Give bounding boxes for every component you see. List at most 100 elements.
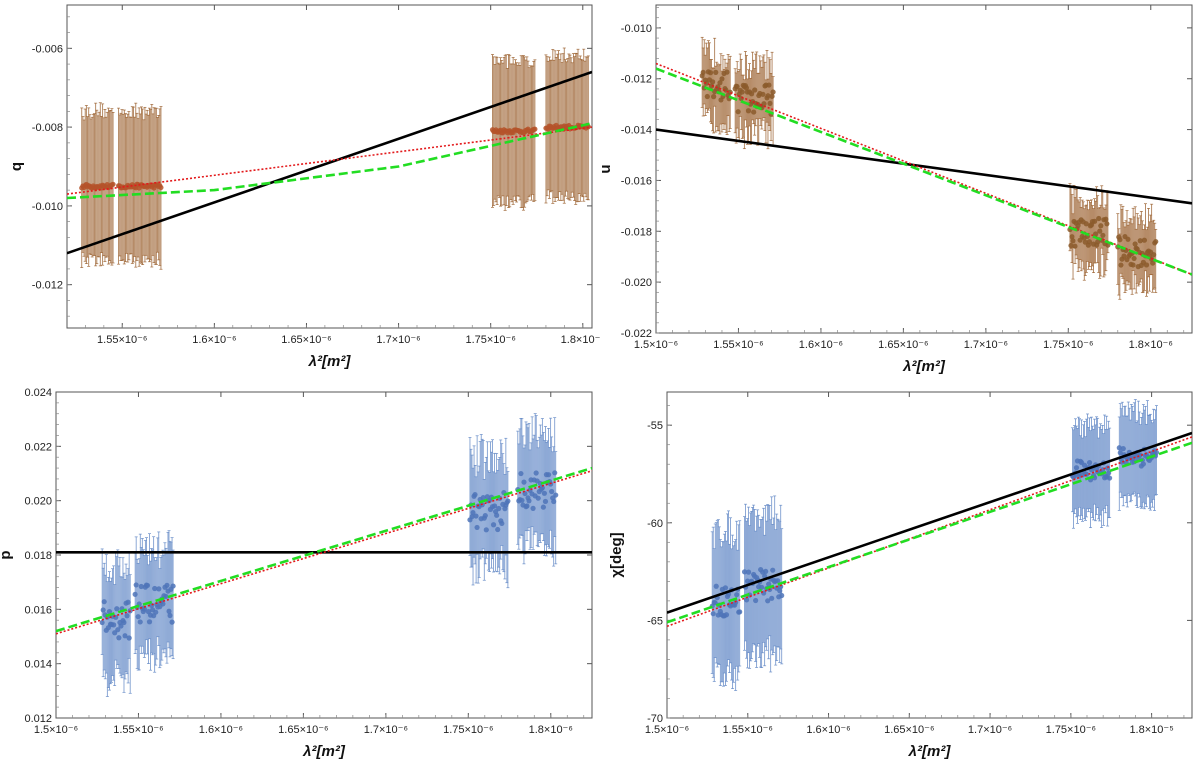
x-axis-label: λ²[m²] (902, 358, 946, 375)
data-point (1086, 460, 1093, 466)
data-point (1121, 253, 1127, 259)
fit-line-red (667, 436, 1192, 628)
fit-line-green (56, 466, 592, 633)
y-tick-label: -0.016 (621, 175, 652, 187)
data-point (1073, 465, 1080, 471)
data-point (751, 109, 757, 115)
y-tick-label: -0.010 (32, 201, 63, 213)
data-point (490, 522, 497, 528)
data-point (1083, 221, 1089, 227)
data-point (480, 495, 486, 501)
data-point (703, 80, 709, 86)
fit-line-red (656, 62, 1192, 276)
data-point (1118, 262, 1124, 268)
data-point (717, 80, 723, 86)
data-point (1150, 260, 1156, 266)
data-point (770, 89, 776, 95)
y-tick-label: -70 (647, 713, 663, 725)
data-point (1131, 255, 1137, 262)
data-point (125, 599, 131, 605)
data-point (1130, 262, 1136, 268)
y-tick-label: -0.010 (621, 23, 652, 35)
data-point (526, 498, 532, 504)
y-axis-label: u (600, 164, 614, 173)
data-point (138, 583, 144, 590)
data-point (530, 505, 536, 511)
y-tick-label: 0.022 (24, 441, 52, 453)
x-tick-label: 1.6×10⁻⁶ (199, 724, 243, 736)
data-point (470, 510, 476, 516)
x-tick-label: 1.8×10⁻⁶ (529, 724, 573, 736)
x-tick-label: 1.75×10⁻⁶ (1046, 724, 1096, 736)
y-tick-label: -65 (647, 615, 663, 627)
data-point (713, 583, 719, 589)
data-point (133, 582, 139, 588)
data-point (126, 635, 132, 641)
data-point (505, 498, 511, 504)
data-point (1132, 241, 1138, 247)
data-point (713, 69, 719, 75)
x-tick-label: 1.7×10⁻⁶ (964, 339, 1008, 351)
data-point (1092, 231, 1099, 237)
y-tick-label: 0.020 (24, 496, 52, 508)
x-tick-label: 1.75×10⁻⁶ (1043, 339, 1093, 351)
data-point (724, 69, 730, 75)
data-group (656, 36, 1192, 300)
data-point (760, 91, 766, 97)
data-point (549, 488, 555, 495)
data-group (56, 413, 592, 697)
data-point (1098, 223, 1104, 229)
fit-line-green (67, 121, 592, 200)
data-point (533, 470, 539, 476)
data-point (723, 612, 730, 618)
data-point (518, 470, 524, 477)
data-point (494, 512, 500, 518)
data-point (715, 84, 721, 90)
y-tick-label: 0.016 (24, 604, 52, 616)
data-point (532, 126, 538, 132)
x-tick-label: 1.8×10⁻⁶ (1129, 339, 1173, 351)
data-point (1151, 252, 1157, 258)
data-point (745, 569, 752, 575)
data-point (711, 94, 717, 100)
data-point (540, 504, 547, 510)
y-tick-label: 0.012 (24, 713, 52, 725)
data-point (763, 568, 769, 575)
x-tick-label: 1.7×10⁻⁶ (364, 724, 408, 736)
data-point (474, 524, 480, 531)
data-point (170, 583, 176, 589)
data-point (766, 581, 772, 587)
data-point (122, 633, 128, 639)
data-point (769, 595, 775, 601)
data-point (737, 609, 743, 615)
x-tick-label: 1.8×10⁻⁵ (1129, 724, 1173, 736)
data-point (739, 89, 745, 95)
data-point (99, 619, 105, 626)
data-point (765, 93, 771, 99)
data-point (132, 591, 138, 597)
data-point (144, 582, 151, 589)
data-point (745, 108, 752, 114)
data-point (137, 619, 143, 625)
x-tick-label: 1.5×10⁻⁶ (34, 724, 78, 736)
data-point (1072, 243, 1078, 249)
data-point (1103, 216, 1109, 222)
data-point (152, 585, 158, 592)
data-point (552, 470, 558, 476)
x-tick-label: 1.7×10⁻⁶ (968, 724, 1012, 736)
data-point (1140, 461, 1147, 467)
data-point (541, 490, 548, 496)
data-point (483, 527, 489, 533)
data-point (169, 619, 175, 625)
x-tick-label: 1.55×10⁻⁶ (713, 339, 763, 351)
data-point (469, 514, 475, 520)
panel-chi: 1.5×10⁻⁶ 1.55×10⁻⁶ 1.6×10⁻⁶ 1.65×10⁻⁶ 1.7×10… (600, 386, 1200, 771)
fit-line-green (656, 67, 1192, 276)
data-point (519, 497, 525, 503)
data-point (496, 505, 502, 512)
y-axis-label: p (0, 550, 14, 559)
data-point (743, 597, 750, 603)
data-point (709, 79, 716, 85)
chart-p: 1.5×10⁻⁶ 1.55×10⁻⁶ 1.6×10⁻⁶ 1.65×10⁻⁶ 1.7×10… (0, 387, 593, 760)
data-point (545, 472, 552, 478)
